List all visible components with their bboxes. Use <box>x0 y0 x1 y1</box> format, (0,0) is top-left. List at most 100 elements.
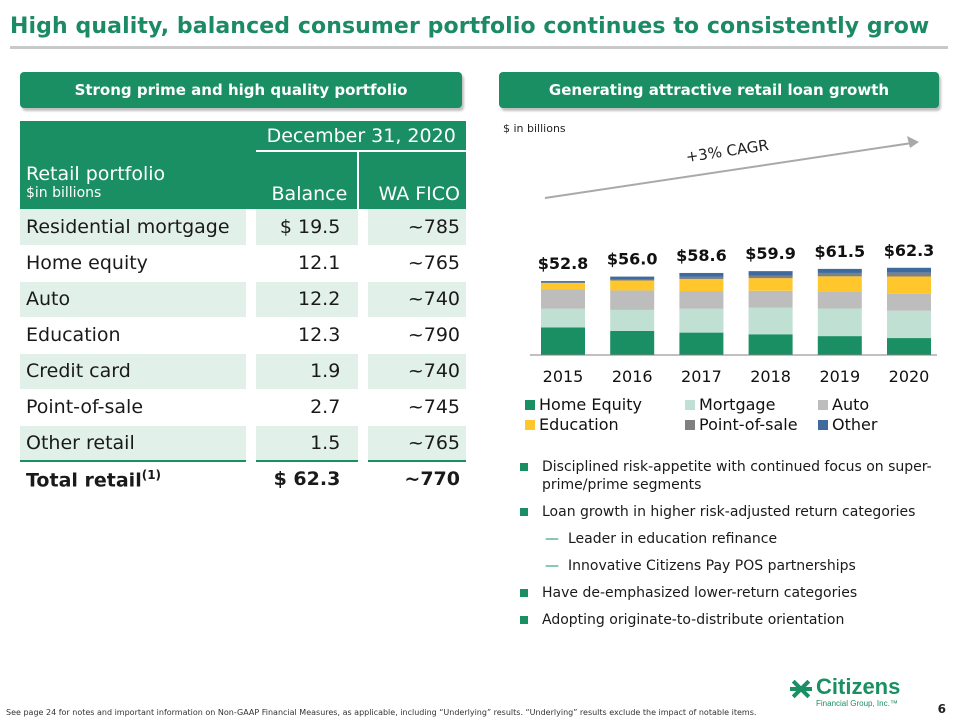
row-header-units: $in billions <box>26 185 102 201</box>
table-row: Auto 12.2 ~740 <box>20 281 466 318</box>
row-fico: ~785 <box>368 209 466 246</box>
bar-segment-education <box>610 280 655 291</box>
title-divider <box>10 46 948 49</box>
x-tick-label: 2019 <box>819 367 860 386</box>
bar-segment-auto <box>679 291 724 309</box>
row-name: Residential mortgage <box>20 209 247 246</box>
bullet-item: Loan growth in higher risk-adjusted retu… <box>520 503 940 521</box>
bullet-item: Disciplined risk-appetite with continued… <box>520 458 940 494</box>
row-fico: ~740 <box>368 281 466 318</box>
legend-label: Education <box>539 415 619 434</box>
bullet-square-icon <box>520 616 528 624</box>
bullet-square-icon <box>520 463 528 471</box>
row-fico: ~740 <box>368 353 466 390</box>
retail-portfolio-table: Retail portfolio $in billions December 3… <box>20 121 466 498</box>
x-tick-label: 2016 <box>612 367 653 386</box>
bar-segment-other <box>817 268 862 273</box>
cagr-arrow-head-icon <box>907 136 919 148</box>
bullet-square-icon <box>520 508 528 516</box>
bar-total-label: $62.3 <box>884 241 935 260</box>
date-header: December 31, 2020 <box>256 121 466 152</box>
table-row: Residential mortgage $ 19.5 ~785 <box>20 209 466 246</box>
row-balance: 2.7 <box>256 389 359 426</box>
bar-segment-other <box>541 281 585 283</box>
dash-icon: — <box>545 531 559 547</box>
chart-units-label: $ in billions <box>503 122 566 135</box>
bar-segment-point-of-sale <box>679 276 724 279</box>
legend-label: Point-of-sale <box>699 415 798 434</box>
right-panel-header: Generating attractive retail loan growth <box>499 72 939 108</box>
bullet-text: Loan growth in higher risk-adjusted retu… <box>542 504 916 520</box>
legend-swatch <box>685 400 695 410</box>
bar-segment-education <box>541 282 585 290</box>
x-tick-label: 2017 <box>681 367 722 386</box>
balance-col-header: Balance <box>256 151 360 209</box>
sub-bullet-item: — Innovative Citizens Pay POS partnership… <box>520 557 940 575</box>
bullet-text: Have de-emphasized lower-return categori… <box>542 585 858 601</box>
bar-segment-auto <box>887 293 931 311</box>
bar-segment-education <box>887 276 931 294</box>
bar-total-label: $58.6 <box>676 246 727 265</box>
bar-segment-home-equity <box>817 336 862 355</box>
table-row: Other retail 1.5 ~765 <box>20 425 466 462</box>
page-number: 6 <box>937 702 946 716</box>
row-balance: 12.2 <box>256 281 359 318</box>
bar-segment-home-equity <box>610 330 655 355</box>
bullet-text: Innovative Citizens Pay POS partnerships <box>568 558 856 574</box>
left-panel-header: Strong prime and high quality portfolio <box>20 72 462 108</box>
total-row: Total retail(1) $ 62.3 ~770 <box>20 460 466 498</box>
table-row: Home equity 12.1 ~765 <box>20 245 466 282</box>
sub-bullet-item: — Leader in education refinance <box>520 530 940 548</box>
total-name-cell: Total retail(1) <box>20 460 247 498</box>
x-tick-label: 2018 <box>750 367 791 386</box>
row-name: Education <box>20 317 247 354</box>
bullet-square-icon <box>520 589 528 597</box>
bar-segment-mortgage <box>748 307 793 335</box>
bar-segment-other <box>887 267 931 273</box>
row-balance: 1.5 <box>256 425 359 462</box>
bullet-text: Leader in education refinance <box>568 531 778 547</box>
fico-col-header: WA FICO <box>368 151 466 209</box>
bar-segment-point-of-sale <box>887 272 931 277</box>
row-name: Other retail <box>20 425 247 462</box>
legend-swatch <box>525 400 535 410</box>
bar-segment-home-equity <box>887 338 931 355</box>
row-balance: 12.3 <box>256 317 359 354</box>
bar-segment-other <box>748 271 793 276</box>
bar-total-label: $56.0 <box>607 250 658 269</box>
bar-segment-mortgage <box>679 308 724 333</box>
row-fico: ~745 <box>368 389 466 426</box>
row-balance: 1.9 <box>256 353 359 390</box>
dash-icon: — <box>545 558 559 574</box>
bar-segment-home-equity <box>541 327 585 355</box>
bullet-item: Adopting originate-to-distribute orienta… <box>520 611 940 629</box>
total-name: Total retail <box>26 468 142 491</box>
legend-label: Mortgage <box>699 395 775 414</box>
citizens-logo-mark-icon <box>790 679 812 699</box>
bar-segment-education <box>679 278 724 292</box>
bar-segment-education <box>748 278 793 291</box>
x-tick-labels: 2015 2016 2017 2018 2019 2020 <box>543 367 930 386</box>
legend-swatch <box>525 420 535 430</box>
total-fico: ~770 <box>368 460 466 498</box>
loan-growth-chart-svg: $ in billions +3% CAGR $52.8 $56.0 $58.6 $5… <box>503 122 937 434</box>
bar-segment-education <box>817 276 862 292</box>
x-tick-label: 2020 <box>889 367 930 386</box>
bar-segment-auto <box>541 289 585 309</box>
bar-segment-other <box>610 276 655 280</box>
bar-total-label: $52.8 <box>538 254 589 273</box>
bar-segment-home-equity <box>748 334 793 355</box>
row-name: Credit card <box>20 353 247 390</box>
row-header-title: Retail portfolio <box>26 163 166 185</box>
legend-label: Home Equity <box>539 395 642 414</box>
row-name: Point-of-sale <box>20 389 247 426</box>
legend-label: Other <box>832 415 878 434</box>
row-fico: ~765 <box>368 245 466 282</box>
legend-swatch <box>685 420 695 430</box>
logo-subtitle: Financial Group, Inc.™ <box>816 699 898 708</box>
bar-stacks: $52.8 $56.0 $58.6 $59.9 $61.5 $62.3 <box>538 241 935 355</box>
row-fico: ~790 <box>368 317 466 354</box>
cagr-arrow-line <box>544 142 913 199</box>
x-tick-label: 2015 <box>543 367 584 386</box>
row-name: Home equity <box>20 245 247 282</box>
